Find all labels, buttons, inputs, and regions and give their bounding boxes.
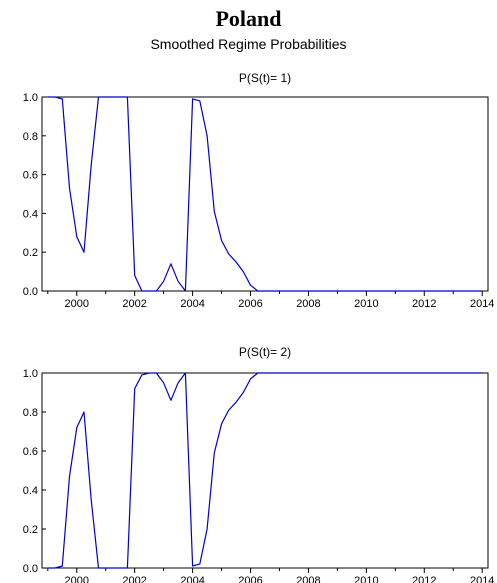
x-tick-label: 2004: [180, 575, 204, 583]
x-tick-label: 2012: [412, 575, 436, 583]
chart-panel-1: P(S(t)= 1) 0.0 0.2 0.4 0.6 0.8 1.0 2000 2002 2004…: [23, 71, 495, 310]
y-tick-label: 0.0: [23, 286, 38, 298]
y-tick-label: 0.8: [23, 131, 38, 143]
x-tick-label: 2008: [296, 575, 320, 583]
y-tick-label: 1.0: [23, 368, 38, 380]
panel-title: P(S(t)= 2): [239, 345, 291, 359]
plot-frame: [41, 96, 489, 292]
x-tick-label: 2014: [470, 298, 494, 310]
x-tick-label: 2014: [470, 575, 494, 583]
y-tick-label: 0.2: [23, 524, 38, 536]
x-tick-label: 2000: [65, 575, 89, 583]
y-tick-label: 0.6: [23, 446, 38, 458]
y-tick-label: 0.8: [23, 407, 38, 419]
series-line-1: [47, 96, 483, 292]
series-line-1: [47, 372, 483, 569]
chart-title: Poland: [215, 6, 282, 31]
y-tick-label: 0.2: [23, 247, 38, 259]
y-tick-label: 0.4: [23, 208, 38, 220]
x-tick-label: 2002: [122, 575, 146, 583]
x-tick-label: 2008: [296, 298, 320, 310]
chart-subtitle: Smoothed Regime Probabilities: [150, 36, 347, 52]
x-tick-label: 2006: [238, 298, 262, 310]
y-tick-label: 0.4: [23, 485, 38, 497]
x-tick-label: 2000: [65, 298, 89, 310]
x-tick-label: 2010: [354, 298, 378, 310]
x-tick-label: 2004: [180, 298, 204, 310]
chart-panel-2: P(S(t)= 2) 0.0 0.2 0.4 0.6 0.8 1.0 2000 2002 2004…: [23, 345, 495, 583]
x-tick-label: 2010: [354, 575, 378, 583]
plot-frame: [41, 372, 489, 569]
y-tick-label: 1.0: [23, 92, 38, 104]
y-tick-label: 0.0: [23, 563, 38, 575]
y-tick-label: 0.6: [23, 170, 38, 182]
panel-title: P(S(t)= 1): [239, 71, 291, 85]
x-tick-label: 2002: [122, 298, 146, 310]
x-tick-label: 2006: [238, 575, 262, 583]
x-tick-label: 2012: [412, 298, 436, 310]
